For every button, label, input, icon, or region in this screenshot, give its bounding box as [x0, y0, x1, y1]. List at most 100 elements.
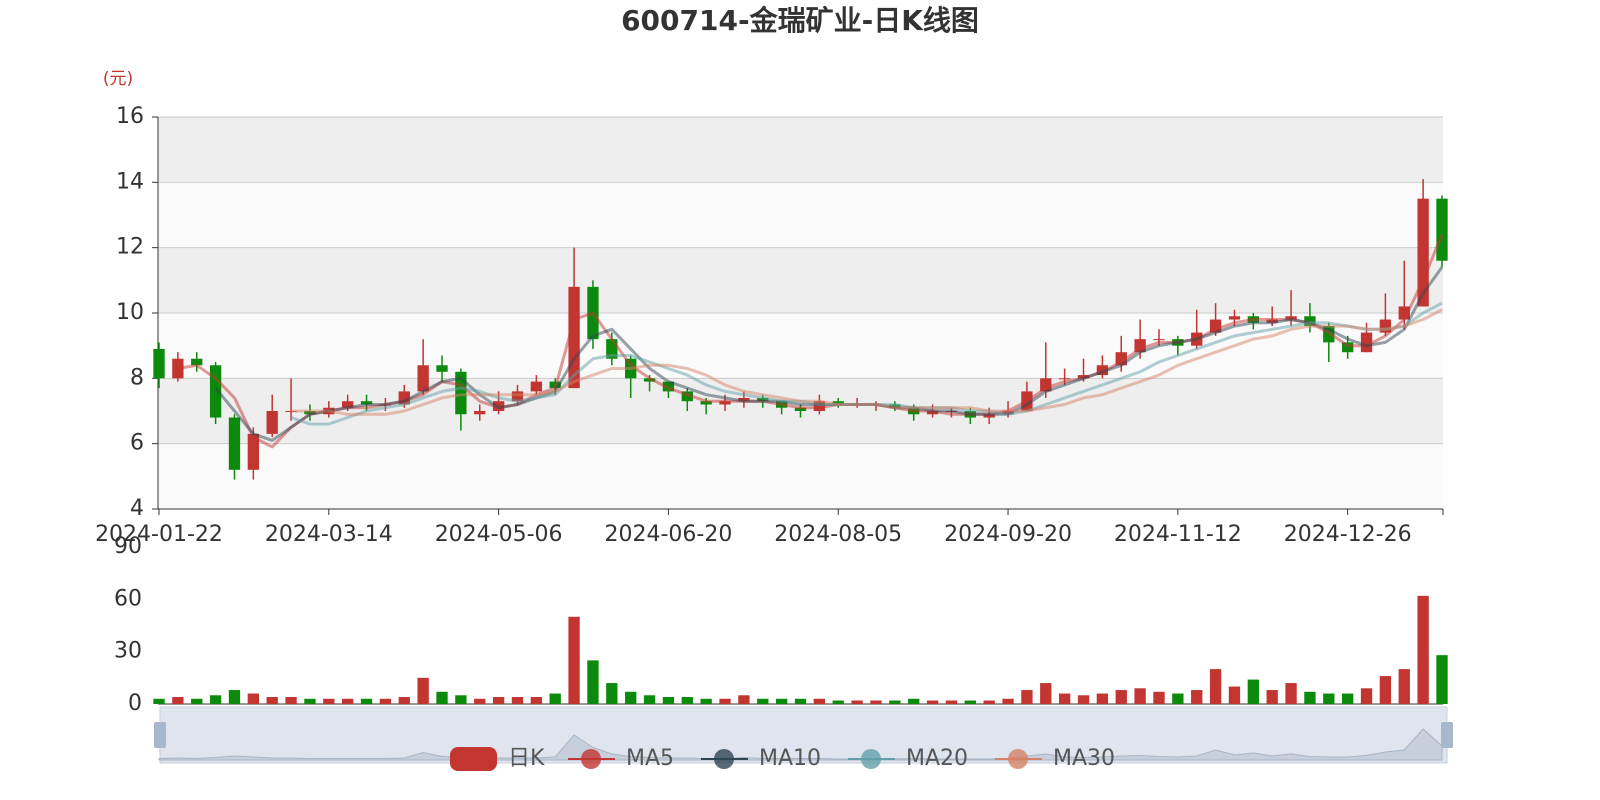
volume-bar	[1040, 683, 1052, 704]
volume-bar	[1115, 690, 1127, 704]
volume-bar	[1323, 693, 1335, 704]
volume-bar	[360, 698, 373, 704]
candle-body	[228, 417, 241, 470]
candle-body	[1228, 316, 1241, 320]
volume-bar	[172, 697, 184, 704]
candle-body	[153, 348, 165, 379]
volume-bar	[323, 698, 335, 704]
candle-body	[304, 411, 316, 415]
volume-bar	[1209, 669, 1222, 704]
legend-label: 日K	[508, 746, 545, 771]
y-tick-label: 16	[116, 104, 144, 129]
volume-bar	[813, 698, 826, 704]
volume-bar	[209, 695, 222, 704]
volume-tick-label: 0	[128, 691, 142, 716]
volume-bar	[908, 698, 920, 704]
legend-icon	[714, 749, 734, 769]
volume-bar	[1417, 595, 1429, 704]
volume-bar	[1058, 693, 1071, 704]
legend-icon	[450, 747, 497, 771]
volume-bar	[775, 698, 788, 704]
candle-body	[1153, 339, 1165, 341]
volume-bar	[1266, 690, 1278, 704]
volume-bar	[851, 700, 863, 704]
candle-body	[1398, 306, 1410, 320]
candle-body	[436, 365, 448, 372]
volume-bar	[1379, 676, 1392, 704]
candle-body	[1077, 375, 1090, 379]
candle-body	[360, 401, 373, 405]
volume-bar	[926, 700, 939, 704]
slider-shadow	[158, 728, 1443, 761]
volume-bar	[455, 695, 467, 704]
volume-bar	[1360, 688, 1373, 704]
candle-body	[794, 407, 807, 411]
volume-bar	[983, 700, 995, 704]
x-tick-label: 2024-05-06	[435, 522, 563, 547]
candle-body	[1436, 198, 1448, 261]
volume-tick-label: 90	[114, 534, 142, 559]
ma-line	[291, 308, 1443, 416]
volume-bar	[436, 691, 448, 704]
volume-bar	[870, 700, 882, 704]
legend-icon	[1008, 749, 1028, 769]
volume-bar	[1077, 695, 1090, 704]
volume-bar	[1153, 691, 1165, 704]
volume-tick-label: 30	[114, 639, 142, 664]
volume-bar	[964, 700, 976, 704]
slider-handle[interactable]	[154, 722, 166, 748]
legend-icon	[861, 749, 881, 769]
candle-body	[1417, 198, 1429, 307]
legend-label: MA20	[906, 746, 968, 771]
candle-body	[455, 371, 467, 415]
candle-body	[1266, 319, 1278, 323]
candle-body	[681, 391, 693, 402]
candle-body	[606, 339, 618, 359]
volume-bar	[530, 697, 543, 704]
legend-label: MA5	[626, 746, 674, 771]
x-tick-label: 2024-06-20	[604, 522, 732, 547]
volume-bar	[191, 698, 203, 704]
volume-bar	[1021, 690, 1033, 704]
candle-body	[1134, 339, 1146, 353]
candle-body	[209, 365, 222, 418]
volume-bar	[1191, 690, 1203, 704]
volume-bar	[1134, 688, 1146, 704]
legend-icon	[581, 749, 601, 769]
slider-handle[interactable]	[1441, 722, 1453, 748]
volume-bar	[643, 695, 656, 704]
volume-bar	[285, 697, 297, 704]
candle-body	[813, 401, 826, 411]
volume-bar	[700, 698, 712, 704]
data-zoom-slider[interactable]	[154, 706, 1453, 764]
candle-body	[719, 401, 731, 405]
volume-bar	[511, 697, 524, 704]
volume-bar	[794, 698, 807, 704]
volume-bar	[1228, 686, 1241, 704]
volume-bar	[1304, 691, 1316, 704]
volume-bar	[625, 691, 637, 704]
candle-body	[1115, 352, 1127, 366]
candle-body	[1058, 378, 1071, 380]
legend: 日K MA5 MA10 MA20 MA30	[450, 746, 1115, 771]
volume-bar	[587, 660, 599, 704]
candle-body	[983, 414, 995, 418]
candle-body	[530, 381, 543, 392]
volume-tick-label: 60	[114, 586, 142, 611]
candle-body	[926, 411, 939, 415]
slider-track[interactable]	[159, 706, 1448, 764]
candle-body	[474, 411, 486, 415]
volume-bar	[304, 698, 316, 704]
candle-body	[889, 404, 901, 408]
candle-body	[285, 411, 297, 412]
volume-bar	[1342, 693, 1354, 704]
candle-body	[1285, 316, 1297, 320]
candle-body	[1360, 332, 1373, 353]
volume-bar	[738, 695, 750, 704]
candle-body	[568, 286, 580, 389]
volume-bar	[1096, 693, 1109, 704]
candle-body	[417, 365, 429, 392]
candle-body	[172, 358, 184, 379]
legend-label: MA30	[1053, 746, 1115, 771]
